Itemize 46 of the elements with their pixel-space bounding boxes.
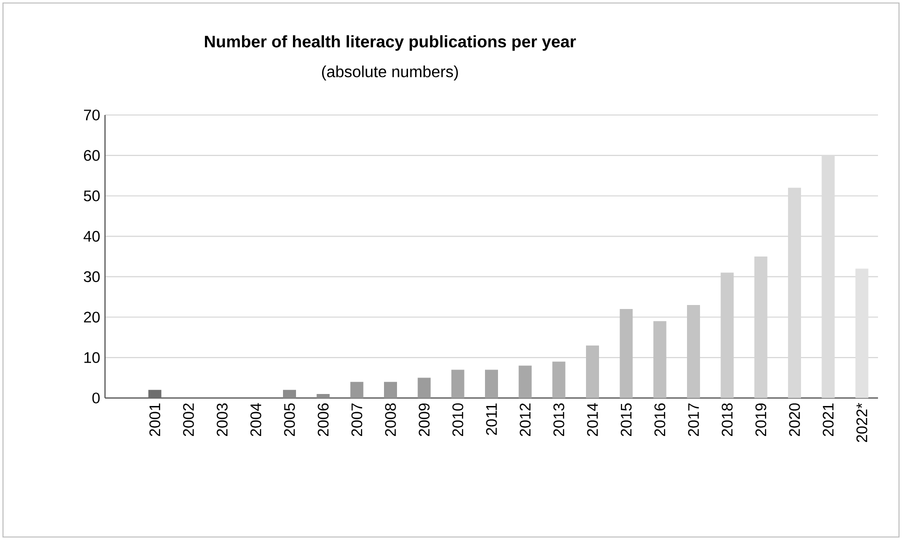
x-tick-label: 2015 [620,403,632,436]
x-tick-label: 2017 [688,403,699,436]
bar [451,370,464,398]
bar [384,382,398,398]
x-tick-label: 2013 [553,403,564,436]
bar [518,366,532,398]
x-tick-label: 2022* [856,402,868,442]
x-tick-label: 2009 [418,403,430,436]
y-tick-label: 50 [84,190,100,202]
chart-title: Number of health literacy publications per year [204,35,576,51]
bar [485,370,498,398]
x-tick-label: 2019 [755,403,766,436]
y-tick-label: 30 [84,271,100,282]
y-tick-label: 10 [84,352,100,363]
x-tick-label: 2016 [654,403,666,436]
x-tick-label: 2008 [385,403,396,436]
bar [687,305,700,398]
chart-subtitle: (absolute numbers) [322,66,458,80]
y-tick-label: 60 [84,150,100,161]
x-tick-label: 2012 [520,403,531,436]
x-tick-label: 2004 [250,403,262,436]
y-tick-label: 70 [84,110,100,120]
x-tick-label: 2002 [183,403,194,436]
x-tick-label: 2011 [486,403,497,435]
bar [418,378,431,398]
x-tick-label: 2014 [587,403,598,436]
x-tick-label: 2001 [149,403,160,436]
bar [653,321,666,398]
x-tick-label: 2010 [452,403,464,436]
x-tick-label: 2018 [722,403,733,436]
bar [552,362,566,398]
x-tick-label: 2006 [318,403,329,436]
x-tick-label: 2020 [789,403,800,436]
x-tick-label: 2003 [216,403,228,436]
bar [350,382,364,398]
bar [620,309,633,398]
x-tick-label: 2005 [284,403,295,436]
bar [283,390,296,398]
y-tick-label: 20 [84,312,100,323]
bar [148,390,162,398]
x-tick-label: 2021 [822,403,834,436]
bar [316,394,330,398]
y-tick-label: 40 [84,230,100,242]
y-tick-label: 0 [92,392,100,404]
bar [586,345,600,398]
x-tick-label: 2007 [351,403,362,436]
